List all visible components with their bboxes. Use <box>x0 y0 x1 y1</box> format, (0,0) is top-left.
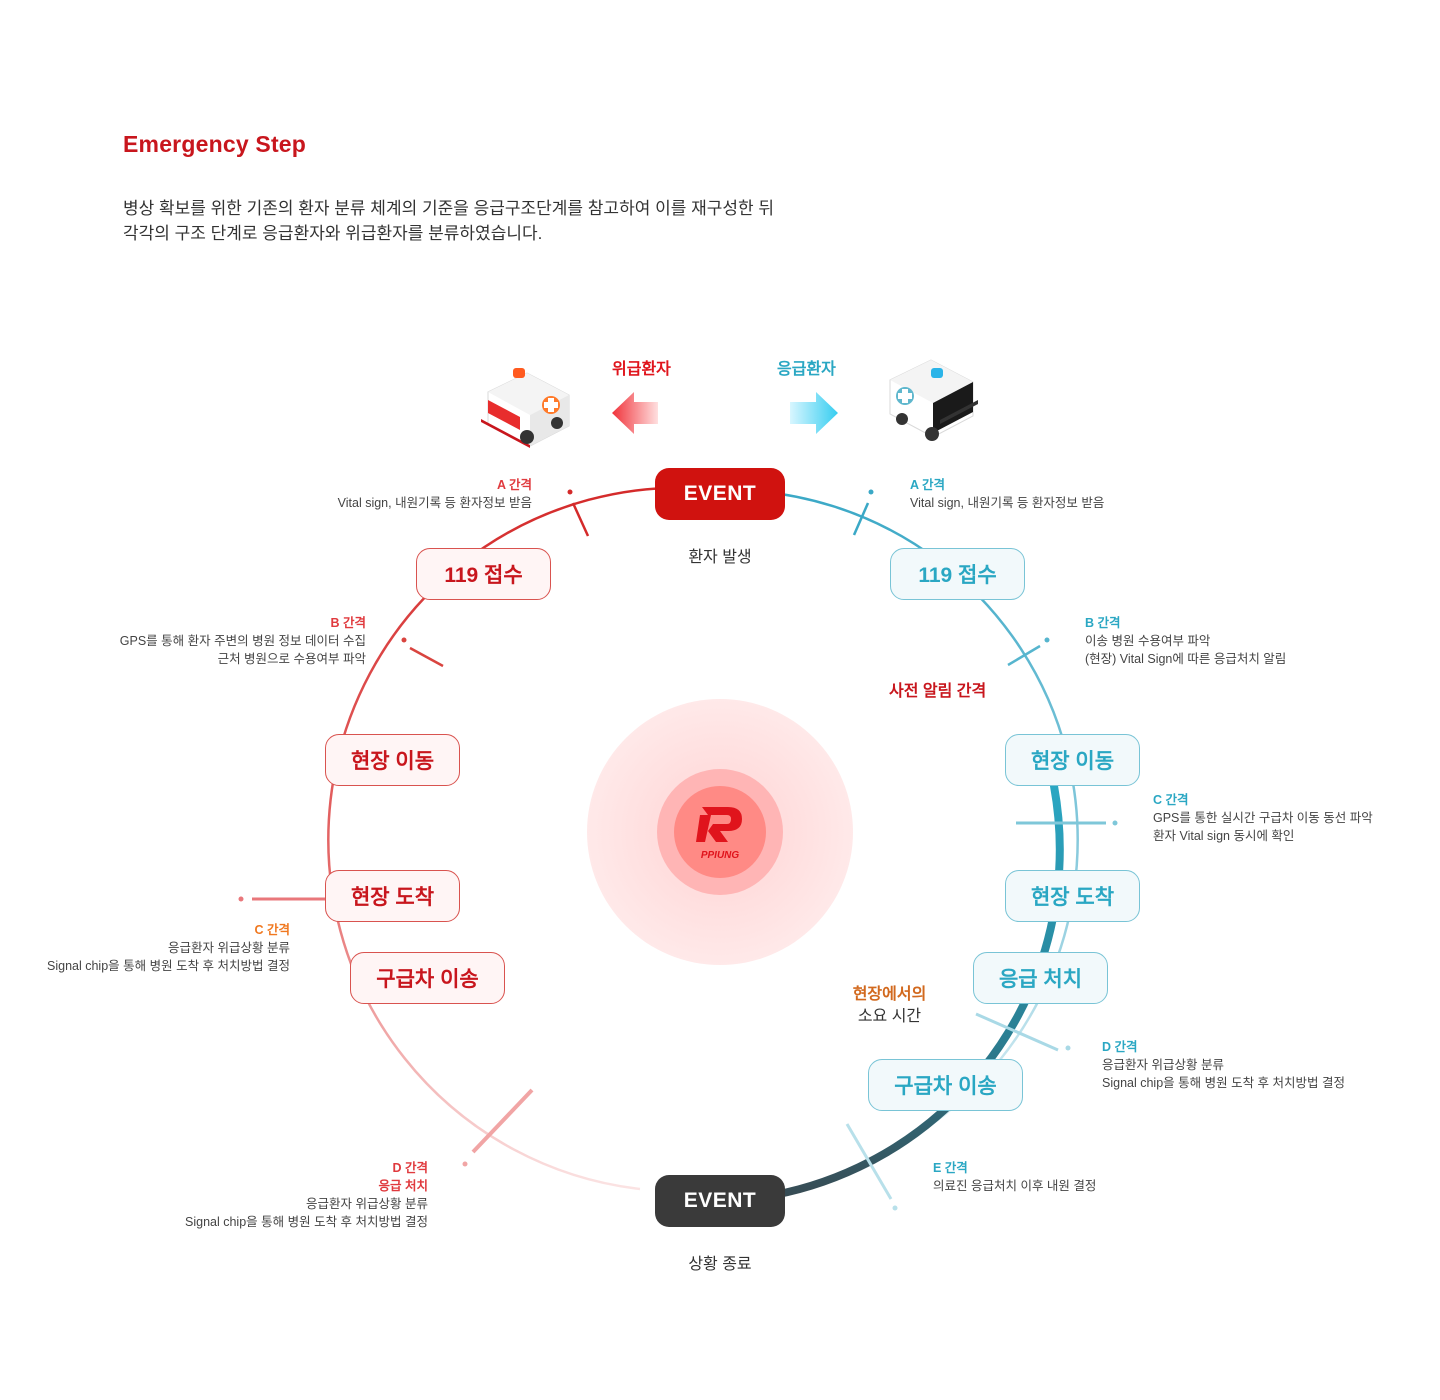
left-red-arc <box>326 486 721 1191</box>
right-note-a-head: A 간격 <box>910 478 946 492</box>
tick-right-a <box>852 502 870 536</box>
critical-patient-label: 위급환자 <box>612 361 671 378</box>
pre-notice-interval-label: 사전 알림 간격 <box>889 683 987 700</box>
left-note-c-line1: 응급환자 위급상황 분류 <box>168 941 290 955</box>
event-start-badge: EVENT <box>655 468 785 520</box>
dot-left-d <box>462 1161 468 1167</box>
right-note-d-head: D 간격 <box>1102 1040 1138 1054</box>
onsite-time-line-2: 소요 시간 <box>857 1008 922 1025</box>
tick-right-b <box>1007 644 1041 667</box>
dot-left-a <box>567 489 573 495</box>
right-step-first-aid: 응급 처치 <box>973 952 1108 1004</box>
dot-right-b <box>1044 637 1050 643</box>
dot-right-a <box>868 489 874 495</box>
right-note-b-line1: 이송 병원 수용여부 파악 <box>1085 634 1211 648</box>
tick-left-a <box>571 502 590 537</box>
right-step-119-receipt: 119 접수 <box>890 548 1025 600</box>
right-step-ambulance-transfer: 구급차 이송 <box>868 1059 1023 1111</box>
right-step-move-to-site: 현장 이동 <box>1005 734 1140 786</box>
right-note-b-line2: (현장) Vital Sign에 따른 응급처치 알림 <box>1085 652 1287 666</box>
description-line-1: 병상 확보를 위한 기존의 환자 분류 체계의 기준을 응급구조단계를 참고하여… <box>123 199 774 218</box>
left-note-b-head: B 간격 <box>330 616 366 630</box>
right-note-c-head: C 간격 <box>1153 793 1189 807</box>
dot-right-e <box>892 1205 898 1211</box>
left-note-d-head2: 응급 처치 <box>378 1179 428 1193</box>
tick-left-b <box>409 646 444 668</box>
event-end-caption: 상황 종료 <box>688 1256 752 1273</box>
blue-ambulance-icon <box>889 359 978 441</box>
left-note-d-line2: Signal chip을 통해 병원 도착 후 처치방법 결정 <box>185 1215 428 1229</box>
tick-right-d <box>975 1012 1059 1052</box>
left-note-b-line2: 근처 병원으로 수용여부 파악 <box>217 652 366 666</box>
left-step-119-receipt: 119 접수 <box>416 548 551 600</box>
emergency-patient-label: 응급환자 <box>777 361 836 378</box>
left-note-d: D 간격 응급 처치 응급환자 위급상황 분류 Signal chip을 통해 … <box>185 1159 428 1231</box>
left-step-arrive-site: 현장 도착 <box>325 870 460 922</box>
left-arrow-icon <box>612 392 658 434</box>
right-step-arrive-site: 현장 도착 <box>1005 870 1140 922</box>
left-note-d-line1: 응급환자 위급상황 분류 <box>306 1197 428 1211</box>
right-note-a-line1: Vital sign, 내원기록 등 환자정보 받음 <box>910 496 1105 510</box>
dot-left-c <box>238 896 244 902</box>
page-title: Emergency Step <box>123 131 307 157</box>
right-note-c-line1: GPS를 통한 실시간 구급차 이동 동선 파악 <box>1153 811 1373 825</box>
left-note-a: A 간격 Vital sign, 내원기록 등 환자정보 받음 <box>338 476 532 512</box>
left-note-d-head: D 간격 <box>392 1161 428 1175</box>
ppiung-logo-icon: PPIUNG <box>696 807 742 861</box>
left-note-c-head: C 간격 <box>254 923 290 937</box>
tick-right-e <box>845 1123 893 1200</box>
right-note-b-head: B 간격 <box>1085 616 1121 630</box>
left-note-b-line1: GPS를 통해 환자 주변의 병원 정보 데이터 수집 <box>119 634 366 648</box>
right-note-c-line2: 환자 Vital sign 동시에 확인 <box>1153 829 1295 843</box>
left-note-b: B 간격 GPS를 통해 환자 주변의 병원 정보 데이터 수집 근처 병원으로… <box>120 614 366 668</box>
left-note-c-line2: Signal chip을 통해 병원 도착 후 처치방법 결정 <box>47 959 290 973</box>
dot-right-c <box>1112 820 1118 826</box>
left-step-ambulance-transfer: 구급차 이송 <box>350 952 505 1004</box>
red-ambulance-icon <box>481 368 570 448</box>
tick-left-d <box>471 1088 534 1154</box>
onsite-time-label: 현장에서의 소요 시간 <box>832 984 947 1028</box>
right-note-d-line2: Signal chip을 통해 병원 도착 후 처치방법 결정 <box>1102 1076 1345 1090</box>
right-arrow-icon <box>790 392 838 434</box>
right-note-e: E 간격 의료진 응급처치 이후 내원 결정 <box>933 1159 1096 1195</box>
event-end-badge: EVENT <box>655 1175 785 1227</box>
dot-left-b <box>401 637 407 643</box>
event-start-caption: 환자 발생 <box>688 549 752 566</box>
right-note-a: A 간격 Vital sign, 내원기록 등 환자정보 받음 <box>910 476 1104 512</box>
dot-right-d <box>1065 1045 1071 1051</box>
left-note-c: C 간격 응급환자 위급상황 분류 Signal chip을 통해 병원 도착 … <box>47 921 290 975</box>
right-note-b: B 간격 이송 병원 수용여부 파악 (현장) Vital Sign에 따른 응… <box>1085 614 1286 668</box>
logo-text: PPIUNG <box>701 850 740 861</box>
onsite-time-line-1: 현장에서의 <box>852 986 927 1003</box>
description-line-2: 각각의 구조 단계로 응급환자와 위급환자를 분류하였습니다. <box>123 224 543 243</box>
right-note-d: D 간격 응급환자 위급상황 분류 Signal chip을 통해 병원 도착 … <box>1102 1038 1345 1092</box>
left-step-move-to-site: 현장 이동 <box>325 734 460 786</box>
right-note-c: C 간격 GPS를 통한 실시간 구급차 이동 동선 파악 환자 Vital s… <box>1153 791 1373 845</box>
right-note-e-head: E 간격 <box>933 1161 968 1175</box>
left-note-a-line1: Vital sign, 내원기록 등 환자정보 받음 <box>337 496 532 510</box>
left-note-a-head: A 간격 <box>496 478 532 492</box>
page-description: 병상 확보를 위한 기존의 환자 분류 체계의 기준을 응급구조단계를 참고하여… <box>123 196 774 246</box>
right-note-e-line1: 의료진 응급처치 이후 내원 결정 <box>933 1179 1097 1193</box>
right-note-d-line1: 응급환자 위급상황 분류 <box>1102 1058 1224 1072</box>
